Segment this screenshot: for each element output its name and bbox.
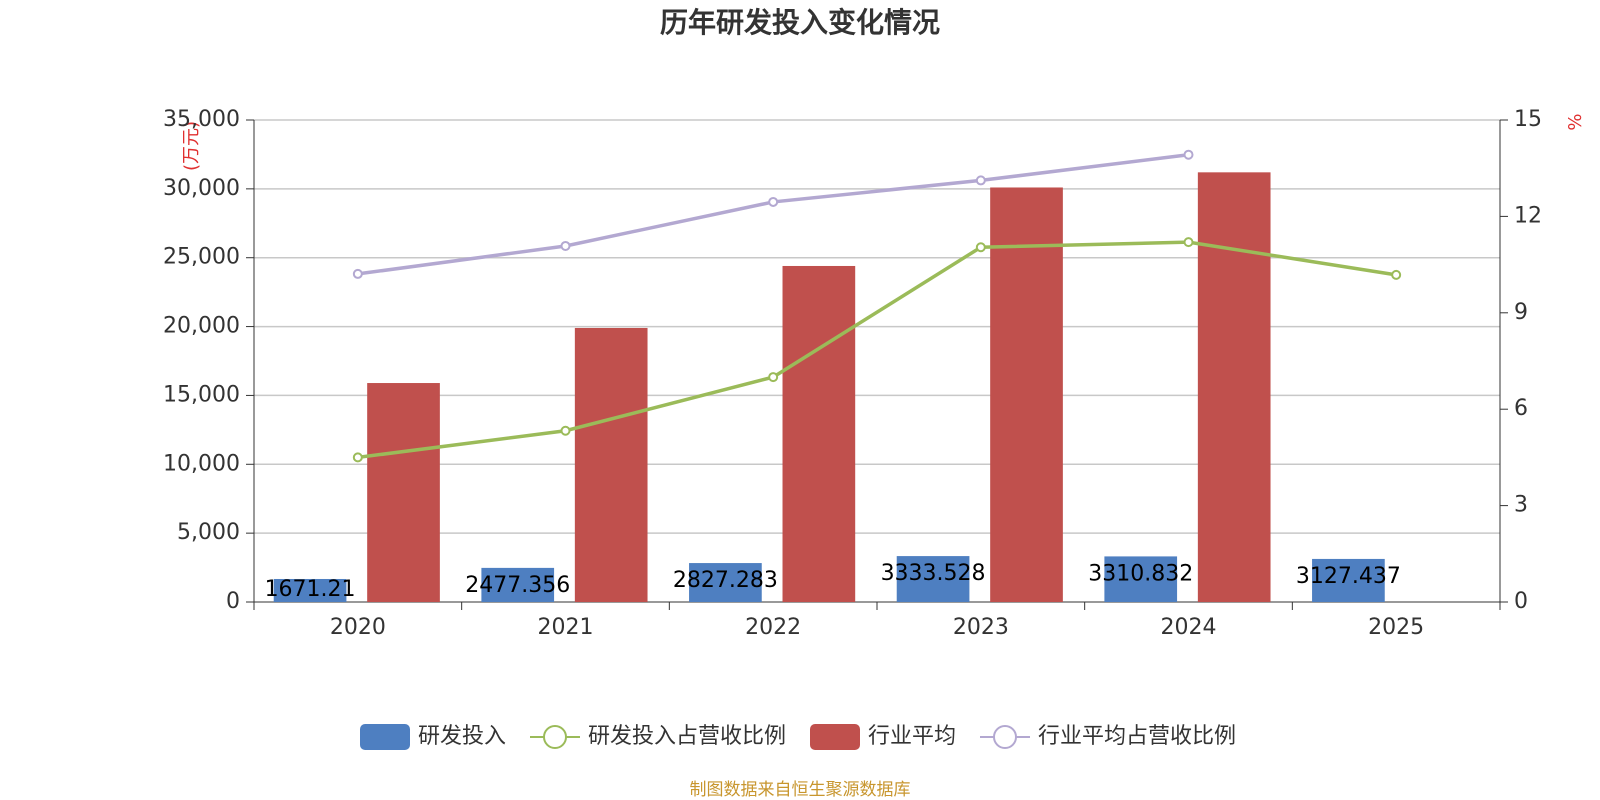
bar [273, 578, 347, 602]
y2-tick-label: 15 [1514, 107, 1542, 132]
bar [689, 563, 762, 602]
value-label: 3310.832 [1088, 561, 1193, 586]
y-tick-label: 10,000 [163, 451, 240, 476]
legend-swatch [543, 725, 567, 749]
y-tick-label: 35,000 [163, 107, 240, 132]
line-point [1183, 237, 1194, 248]
y2-tick-label: 12 [1514, 203, 1542, 228]
y2-tick-label: 6 [1514, 396, 1528, 421]
bar [481, 567, 555, 602]
x-tick-label: 2022 [745, 615, 801, 640]
bar [1197, 172, 1271, 602]
bar [1104, 556, 1178, 602]
y2-tick-label: 9 [1514, 300, 1528, 325]
bar [990, 187, 1063, 603]
legend-label: 研发投入占营收比例 [588, 724, 786, 749]
y-axis-label: (万元) [181, 121, 202, 171]
legend-label: 行业平均 [868, 724, 956, 749]
legend-label: 行业平均占营收比例 [1038, 724, 1236, 749]
value-label: 2477.356 [465, 573, 570, 598]
chart-title: 历年研发投入变化情况 [660, 6, 940, 39]
y-tick-label: 15,000 [163, 382, 240, 407]
line-point [352, 452, 363, 463]
line-point [1183, 149, 1194, 160]
line-point [975, 242, 986, 253]
value-label: 2827.283 [673, 568, 778, 593]
line-point [560, 425, 571, 436]
y-tick-label: 20,000 [163, 314, 240, 339]
y-tick-label: 25,000 [163, 245, 240, 270]
bar [782, 265, 856, 602]
x-tick-label: 2025 [1368, 615, 1424, 640]
line-series [357, 240, 1397, 460]
y2-axis-label: % [1565, 113, 1586, 130]
legend-swatch [360, 724, 410, 750]
y2-tick-label: 0 [1514, 589, 1528, 614]
x-tick-label: 2021 [538, 615, 594, 640]
bar [574, 327, 648, 602]
line-series [357, 152, 1189, 276]
x-tick-label: 2023 [953, 615, 1009, 640]
line-point [768, 196, 779, 207]
source-note: 制图数据来自恒生聚源数据库 [690, 780, 911, 800]
y-tick-label: 30,000 [163, 176, 240, 201]
y-tick-label: 0 [226, 589, 240, 614]
line-point [352, 268, 363, 279]
value-label: 3333.528 [881, 561, 986, 586]
line-point [1391, 269, 1402, 280]
bar [1312, 558, 1385, 602]
line-point [768, 372, 779, 383]
y2-tick-label: 3 [1514, 493, 1528, 518]
x-tick-label: 2020 [330, 615, 386, 640]
line-point [975, 175, 986, 186]
legend-swatch [993, 725, 1017, 749]
value-label: 3127.437 [1296, 564, 1401, 589]
line-point [560, 240, 571, 251]
legend-swatch [810, 724, 860, 750]
bar [367, 383, 440, 602]
x-tick-label: 2024 [1161, 615, 1217, 640]
bar [896, 556, 970, 602]
value-label: 1671.21 [265, 577, 356, 602]
y-tick-label: 5,000 [177, 520, 240, 545]
legend-label: 研发投入 [418, 724, 506, 749]
